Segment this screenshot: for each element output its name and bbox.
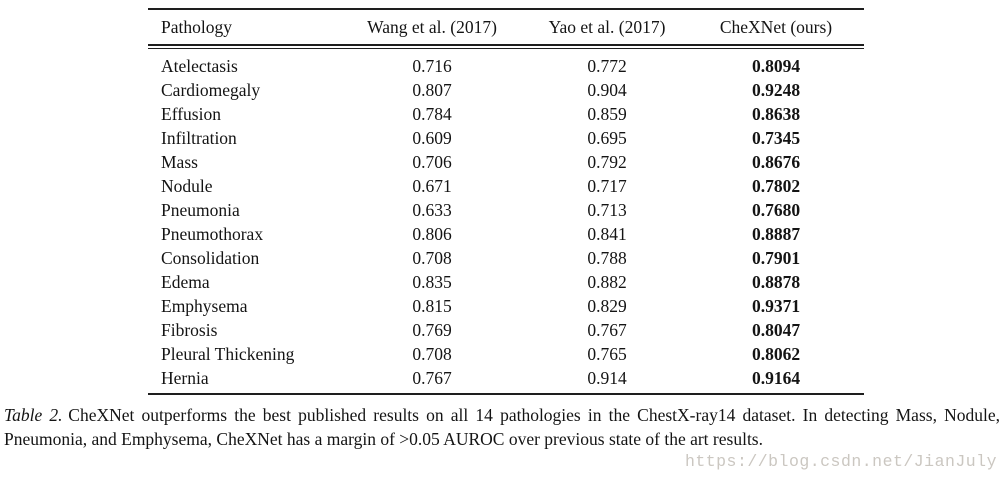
table-row: Hernia 0.767 0.914 0.9164 <box>148 366 864 390</box>
yao-value: 0.717 <box>587 175 627 196</box>
table-caption: Table 2. CheXNet outperforms the best pub… <box>0 404 1004 451</box>
table-header-row: Pathology Wang et al. (2017) Yao et al. … <box>148 10 864 44</box>
chexnet-value: 0.8638 <box>751 103 801 124</box>
wang-value: 0.708 <box>412 247 452 268</box>
table-row: Infiltration 0.609 0.695 0.7345 <box>148 126 864 150</box>
chexnet-value: 0.7802 <box>751 175 801 196</box>
wang-value: 0.671 <box>412 175 452 196</box>
table-row: Emphysema 0.815 0.829 0.9371 <box>148 294 864 318</box>
table-row: Mass 0.706 0.792 0.8676 <box>148 150 864 174</box>
pathology-cell: Edema <box>161 271 210 292</box>
yao-value: 0.765 <box>587 343 627 364</box>
pathology-cell: Hernia <box>161 367 209 388</box>
header-wang: Wang et al. (2017) <box>367 16 497 37</box>
wang-value: 0.708 <box>412 343 452 364</box>
table-row: Pneumothorax 0.806 0.841 0.8887 <box>148 222 864 246</box>
pathology-cell: Atelectasis <box>161 55 238 76</box>
chexnet-value: 0.8676 <box>751 151 801 172</box>
table-row: Cardiomegaly 0.807 0.904 0.9248 <box>148 78 864 102</box>
wang-value: 0.706 <box>412 151 452 172</box>
table-body: Atelectasis 0.716 0.772 0.8094 Cardiomeg… <box>148 54 864 393</box>
header-chexnet: CheXNet (ours) <box>719 16 833 37</box>
chexnet-value: 0.7345 <box>751 127 801 148</box>
pathology-cell: Pneumothorax <box>161 223 264 244</box>
table-top-rule <box>148 8 864 10</box>
table-row: Nodule 0.671 0.717 0.7802 <box>148 174 864 198</box>
yao-value: 0.904 <box>587 79 627 100</box>
wang-value: 0.716 <box>412 55 452 76</box>
wang-value: 0.806 <box>412 223 452 244</box>
table-row: Fibrosis 0.769 0.767 0.8047 <box>148 318 864 342</box>
chexnet-value: 0.8094 <box>751 55 801 76</box>
pathology-cell: Consolidation <box>161 247 260 268</box>
pathology-cell: Effusion <box>161 103 221 124</box>
pathology-cell: Fibrosis <box>161 319 218 340</box>
caption-label: Table 2. <box>4 405 63 425</box>
wang-value: 0.633 <box>412 199 452 220</box>
header-yao: Yao et al. (2017) <box>548 16 666 37</box>
table-row: Pleural Thickening 0.708 0.765 0.8062 <box>148 342 864 366</box>
table-header-double-rule <box>148 44 864 49</box>
results-table: Pathology Wang et al. (2017) Yao et al. … <box>148 8 864 395</box>
yao-value: 0.792 <box>587 151 627 172</box>
table-row: Pneumonia 0.633 0.713 0.7680 <box>148 198 864 222</box>
chexnet-value: 0.9248 <box>751 79 801 100</box>
chexnet-value: 0.9371 <box>751 295 801 316</box>
table-row: Atelectasis 0.716 0.772 0.8094 <box>148 54 864 78</box>
pathology-cell: Pleural Thickening <box>161 343 295 364</box>
table-row: Consolidation 0.708 0.788 0.7901 <box>148 246 864 270</box>
yao-value: 0.772 <box>587 55 627 76</box>
wang-value: 0.807 <box>412 79 452 100</box>
chexnet-value: 0.7901 <box>751 247 801 268</box>
wang-value: 0.767 <box>412 367 452 388</box>
pathology-cell: Mass <box>161 151 198 172</box>
chexnet-value: 0.8047 <box>751 319 801 340</box>
wang-value: 0.769 <box>412 319 452 340</box>
chexnet-value: 0.8887 <box>751 223 801 244</box>
yao-value: 0.767 <box>587 319 627 340</box>
yao-value: 0.788 <box>587 247 627 268</box>
chexnet-value: 0.7680 <box>751 199 801 220</box>
pathology-cell: Emphysema <box>161 295 248 316</box>
chexnet-value: 0.8062 <box>751 343 801 364</box>
wang-value: 0.784 <box>412 103 452 124</box>
yao-value: 0.829 <box>587 295 627 316</box>
wang-value: 0.815 <box>412 295 452 316</box>
caption-text: CheXNet outperforms the best published r… <box>4 405 1000 449</box>
yao-value: 0.713 <box>587 199 627 220</box>
wang-value: 0.835 <box>412 271 452 292</box>
yao-value: 0.695 <box>587 127 627 148</box>
table-row: Edema 0.835 0.882 0.8878 <box>148 270 864 294</box>
pathology-cell: Pneumonia <box>161 199 240 220</box>
wang-value: 0.609 <box>412 127 452 148</box>
chexnet-value: 0.9164 <box>751 367 801 388</box>
pathology-cell: Nodule <box>161 175 213 196</box>
header-pathology: Pathology <box>161 16 232 37</box>
yao-value: 0.882 <box>587 271 627 292</box>
chexnet-value: 0.8878 <box>751 271 801 292</box>
pathology-cell: Infiltration <box>161 127 237 148</box>
yao-value: 0.914 <box>587 367 627 388</box>
table-bottom-rule <box>148 393 864 395</box>
watermark-url: https://blog.csdn.net/JianJuly <box>684 452 997 471</box>
table-row: Effusion 0.784 0.859 0.8638 <box>148 102 864 126</box>
pathology-cell: Cardiomegaly <box>161 79 261 100</box>
yao-value: 0.841 <box>587 223 627 244</box>
yao-value: 0.859 <box>587 103 627 124</box>
